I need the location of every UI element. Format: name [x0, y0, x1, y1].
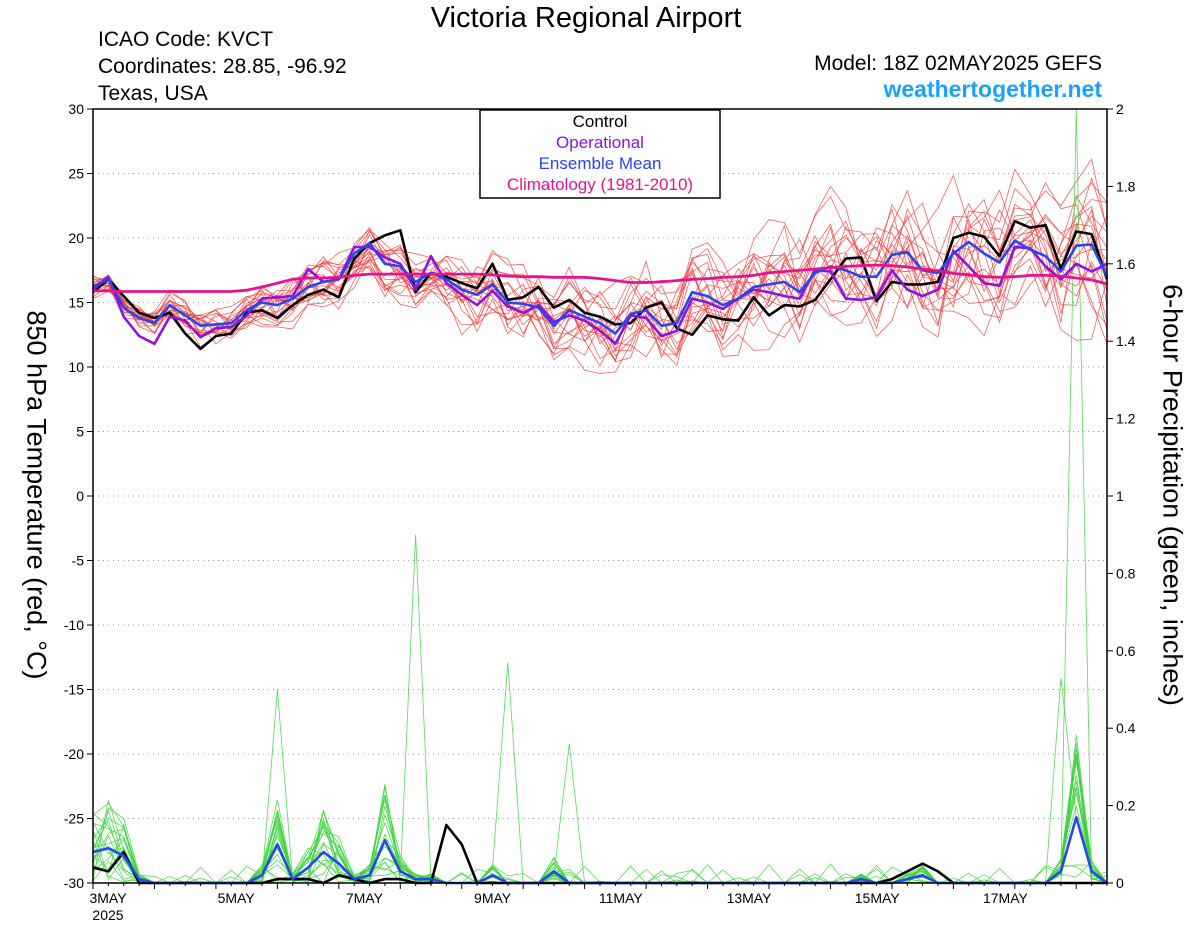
model-run: Model: 18Z 02MAY2025 GEFS — [814, 52, 1102, 75]
temp-member-line — [92, 174, 1108, 374]
temp-member-line — [92, 189, 1108, 335]
precip-member-line — [92, 734, 1108, 884]
plot-frame — [92, 108, 1108, 884]
x-tick-label: 13MAY — [727, 890, 773, 906]
y2-tick-label: 2 — [1116, 101, 1124, 117]
ensemble-mean-temp-line — [92, 239, 1109, 335]
icao-code: ICAO Code: KVCT — [98, 28, 274, 51]
x-tick-label: 15MAY — [855, 890, 901, 906]
legend-entry: Operational — [556, 133, 644, 152]
precip-member-line — [92, 754, 1108, 884]
legend: Control Operational Ensemble Mean Climatolo… — [479, 109, 721, 199]
precip-member-line — [92, 792, 1108, 884]
legend-entry: Climatology (1981-2010) — [507, 175, 693, 194]
precip-member-line — [92, 753, 1108, 884]
temp-member-line — [92, 182, 1108, 355]
y-tick-label: 30 — [68, 101, 84, 117]
axis-layer: 302520151050-5-10-15-20-25-3021.81.61.41… — [64, 101, 1136, 923]
precip-member-line — [92, 662, 1108, 884]
precip-member-line — [92, 818, 1108, 884]
y2-tick-label: 1.8 — [1116, 178, 1136, 194]
x-tick-label: 3MAY — [89, 890, 127, 906]
y-tick-label: -20 — [64, 746, 84, 762]
y-tick-label: 10 — [68, 359, 84, 375]
temp-member-line — [92, 194, 1108, 345]
x-tick-label: 11MAY — [599, 890, 643, 906]
temp-member-line — [92, 210, 1108, 362]
y-tick-label: 20 — [68, 230, 84, 246]
y2-tick-label: 1.2 — [1116, 411, 1136, 427]
temp-member-line — [92, 168, 1108, 347]
temp-member-line — [92, 206, 1108, 358]
precip-member-line — [92, 677, 1108, 884]
y2-tick-label: 1 — [1116, 488, 1124, 504]
control-precip-line — [92, 823, 1107, 885]
y-tick-label: -5 — [72, 553, 85, 569]
ensemble-mean-precip-line — [92, 815, 1108, 885]
y-tick-label: 25 — [68, 166, 84, 182]
y2-tick-label: 0 — [1116, 875, 1124, 891]
chart-title: Victoria Regional Airport — [430, 2, 742, 34]
region: Texas, USA — [98, 82, 208, 105]
y2-tick-label: 1.4 — [1116, 333, 1136, 349]
y-tick-label: -15 — [64, 682, 84, 698]
y-tick-label: 5 — [76, 424, 84, 440]
y-tick-label: 0 — [76, 488, 84, 504]
precip-member-line — [92, 108, 1108, 884]
y2-tick-label: 0.4 — [1116, 720, 1136, 736]
y-tick-label: 15 — [68, 295, 84, 311]
precip-member-line — [92, 804, 1108, 884]
temp-member-line — [92, 176, 1108, 334]
temp-member-line — [92, 203, 1108, 358]
precip-member-line — [92, 761, 1108, 884]
control-temp-line — [92, 219, 1109, 351]
x-tick-label: 9MAY — [474, 890, 512, 906]
y2-tick-label: 0.2 — [1116, 798, 1136, 814]
ensemble-members-layer — [92, 108, 1108, 884]
website-link[interactable]: weathertogether.net — [883, 76, 1102, 102]
y-tick-label: -25 — [64, 811, 84, 827]
x-tick-sublabel: 2025 — [92, 907, 123, 923]
legend-entry: Ensemble Mean — [539, 154, 662, 173]
operational-temp-line — [92, 245, 1108, 346]
precip-member-line — [92, 742, 1108, 884]
temp-member-line — [92, 218, 1108, 344]
coordinates: Coordinates: 28.85, -96.92 — [98, 55, 347, 78]
y-tick-label: -10 — [64, 617, 84, 633]
legend-box — [479, 109, 721, 199]
precip-member-line — [92, 748, 1108, 884]
x-tick-label: 7MAY — [346, 890, 384, 906]
y2-tick-label: 0.6 — [1116, 643, 1136, 659]
temp-member-line — [92, 198, 1108, 363]
precip-member-line — [92, 757, 1108, 884]
grid-layer — [93, 173, 1107, 819]
precip-member-line — [92, 754, 1108, 884]
x-tick-label: 5MAY — [218, 890, 256, 906]
series-layer — [92, 219, 1109, 885]
precip-member-line — [92, 799, 1108, 884]
temp-member-line — [92, 199, 1108, 367]
y2-tick-label: 0.8 — [1116, 565, 1136, 581]
precip-member-line — [92, 689, 1108, 884]
precip-member-line — [92, 774, 1108, 884]
y-tick-label: -30 — [64, 875, 84, 891]
x-tick-label: 17MAY — [983, 890, 1029, 906]
y2-tick-label: 1.6 — [1116, 256, 1136, 272]
precip-member-line — [92, 534, 1108, 884]
precip-member-line — [92, 787, 1108, 884]
legend-entry: Control — [573, 112, 628, 131]
climatology-line — [93, 263, 1108, 293]
